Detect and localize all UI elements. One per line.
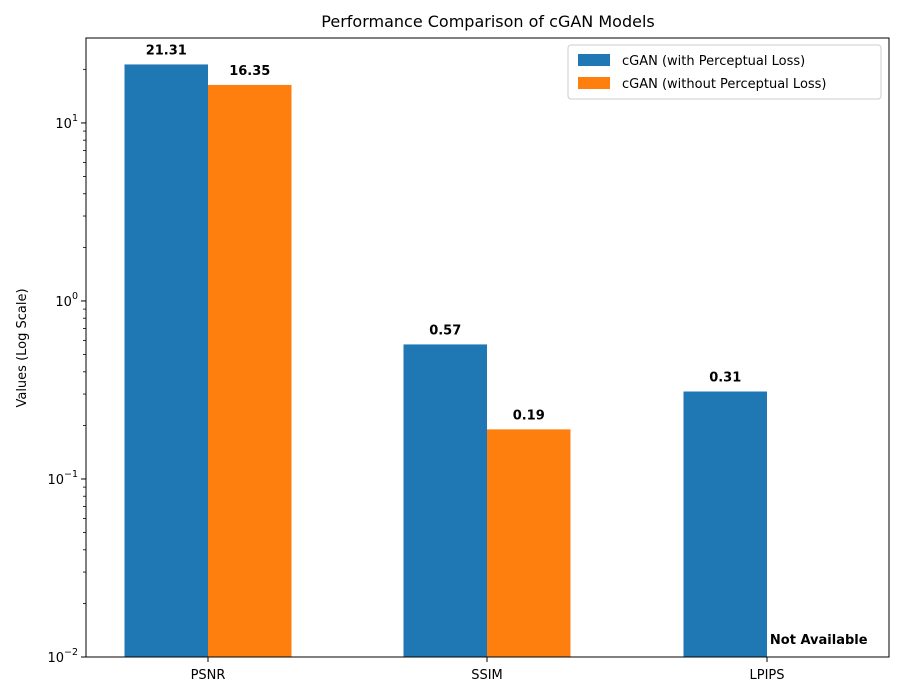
plot-area: 21.31 0.57 0.31 16.35 0.19 Not Available PSNR S… <box>47 43 867 683</box>
data-label-lpips-series-2: Not Available <box>770 633 868 648</box>
data-label-lpips-series-1: 0.31 <box>709 371 741 386</box>
y-tick-label-1: 10−1 <box>47 469 78 488</box>
x-tick-label-lpips: LPIPS <box>749 668 784 683</box>
legend-box <box>567 44 882 100</box>
legend: cGAN (with Perceptual Loss) cGAN (without… <box>567 44 882 100</box>
bar-ssim-series-2 <box>487 429 571 657</box>
x-tick-label-psnr: PSNR <box>191 668 226 683</box>
data-label-psnr-series-1: 21.31 <box>146 43 187 58</box>
y-tick-label-0: 10−2 <box>47 647 78 666</box>
bar-psnr-series-1 <box>124 64 208 658</box>
x-tick-label-ssim: SSIM <box>471 668 503 683</box>
data-label-ssim-series-2: 0.19 <box>513 408 545 423</box>
data-label-psnr-series-2: 16.35 <box>229 64 270 79</box>
bar-lpips-series-1 <box>683 391 767 657</box>
bar-ssim-series-1 <box>403 344 487 657</box>
y-tick-label-3: 101 <box>55 113 78 132</box>
chart-title: Performance Comparison of cGAN Models <box>321 12 654 31</box>
legend-swatch-2 <box>578 77 610 89</box>
data-label-ssim-series-1: 0.57 <box>429 323 461 338</box>
bar-psnr-series-2 <box>208 84 292 658</box>
y-axis-label: Values (Log Scale) <box>15 288 30 407</box>
legend-label-1: cGAN (with Perceptual Loss) <box>622 54 805 69</box>
legend-swatch-1 <box>578 54 610 66</box>
axes-frame <box>85 37 890 658</box>
y-tick-label-2: 100 <box>55 291 78 310</box>
legend-label-2: cGAN (without Perceptual Loss) <box>622 77 827 92</box>
